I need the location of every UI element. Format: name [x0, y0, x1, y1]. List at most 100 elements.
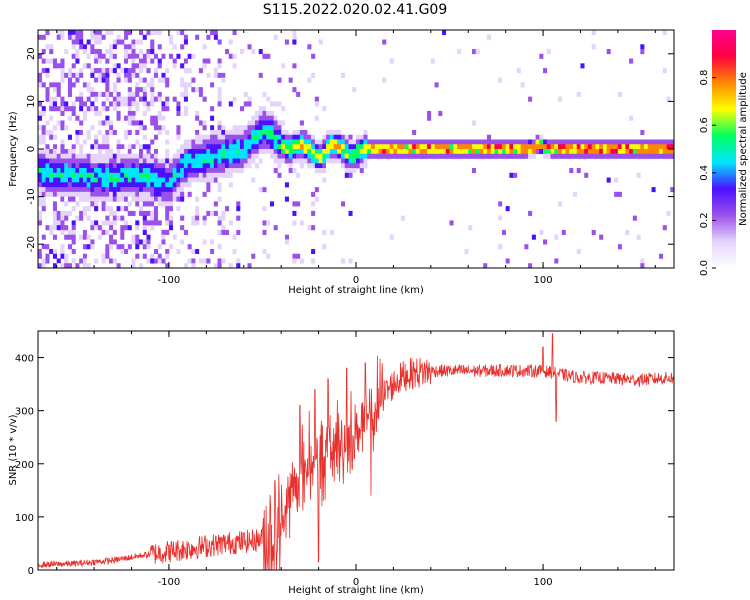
spectrogram-cell	[157, 172, 162, 178]
spectrogram-cell	[247, 134, 252, 140]
spectrogram-cell	[60, 210, 65, 216]
spectrogram-cell	[501, 139, 506, 145]
spectrogram-cell	[666, 153, 671, 159]
spectrogram-cell	[311, 153, 316, 159]
spectrogram-cell	[90, 101, 95, 107]
spectrogram-cell	[284, 158, 289, 164]
spectrogram-cell	[292, 153, 297, 159]
spectrogram-cell	[183, 263, 188, 269]
spectrogram-cell	[202, 191, 207, 197]
spectrogram-cell	[569, 149, 574, 155]
spectrogram-cell	[116, 72, 121, 78]
spectrogram-cell	[94, 168, 99, 174]
spectrogram-cell	[213, 201, 218, 207]
spectrogram-cell	[565, 149, 570, 155]
spectrogram-cell	[258, 187, 263, 193]
spectrogram-cell	[97, 182, 102, 188]
spectrogram-cell	[195, 34, 200, 40]
spectrogram-cell	[127, 115, 132, 121]
spectrogram-cell	[135, 153, 140, 159]
spectrogram-cell	[415, 144, 420, 150]
spectrogram-cell	[172, 182, 177, 188]
spectrogram-cell	[157, 44, 162, 50]
spectrogram-cell	[116, 191, 121, 197]
spectrogram-cell	[625, 153, 630, 159]
spectrogram-cell	[539, 139, 544, 145]
spectrogram-cell	[86, 63, 91, 69]
spectrogram-cell	[591, 229, 596, 235]
spectrogram-cell	[374, 144, 379, 150]
spectrogram-cell	[423, 139, 428, 145]
spectrogram-cell	[120, 177, 125, 183]
spectrogram-cell	[153, 201, 159, 207]
spectrogram-cell	[509, 172, 514, 178]
spectrogram-cell	[531, 144, 536, 150]
spectrogram-cell	[610, 139, 615, 145]
spectrogram-cell	[38, 196, 43, 202]
spectrogram-cell	[640, 49, 645, 55]
spectrogram-cell	[60, 110, 65, 116]
spectrogram-cell	[56, 187, 61, 193]
spectrogram-cell	[191, 153, 196, 159]
spectrogram-cell	[509, 149, 514, 155]
spectrogram-cell	[168, 220, 173, 226]
spectrogram-cell	[157, 77, 162, 83]
spectrogram-cell	[587, 153, 592, 159]
spectrogram-cell	[150, 201, 155, 207]
spectrogram-cell	[157, 258, 162, 264]
spectrogram-cell	[471, 144, 477, 150]
spectrogram-cell	[191, 177, 196, 183]
spectrogram-cell	[82, 44, 87, 50]
spectrogram-cell	[180, 196, 185, 202]
spectrogram-cell	[240, 125, 245, 131]
spectrogram-cell	[124, 158, 129, 164]
spectrogram-cell	[210, 82, 215, 88]
spectrogram-cell	[56, 210, 61, 216]
spectrogram-cell	[225, 158, 230, 164]
spectrogram-cell	[165, 168, 170, 174]
spectrogram-cell	[640, 44, 645, 50]
spectrogram-cell	[101, 34, 106, 40]
spectrogram-cell	[109, 120, 114, 126]
spectrogram-cell	[146, 53, 151, 59]
spectrogram-cell	[124, 49, 129, 55]
spectrogram-cell	[71, 63, 76, 69]
spectrogram-cell	[38, 125, 43, 131]
spectrogram-cell	[221, 149, 226, 155]
spectrogram-cell	[337, 144, 342, 150]
spectrogram-cell	[101, 177, 106, 183]
spectrogram-cell	[75, 115, 80, 121]
spectrogram-cell	[266, 115, 271, 121]
spectrogram-cell	[251, 134, 256, 140]
spectrogram-cell	[666, 210, 671, 216]
spectrogram-cell	[356, 153, 361, 159]
spectrogram-cell	[176, 158, 181, 164]
spectrogram-cell	[52, 87, 57, 93]
spectrogram-cell	[490, 139, 495, 145]
spectrogram-cell	[176, 191, 181, 197]
spectrogram-cell	[139, 163, 144, 169]
spectrogram-cell	[341, 134, 346, 140]
spectrogram-cell	[580, 63, 585, 69]
spectrogram-cell	[232, 96, 237, 102]
spectrogram-cell	[419, 144, 424, 150]
spectrogram-cell	[150, 215, 155, 221]
spectrogram-cell	[352, 149, 357, 155]
spectrogram-cell	[501, 149, 506, 155]
spectrogram-cell	[258, 139, 263, 145]
spectrogram-cell	[120, 196, 125, 202]
spectrogram-cell	[513, 172, 518, 178]
spectrogram-cell	[606, 139, 611, 145]
spectrogram-cell	[165, 149, 170, 155]
spectrogram-cell	[94, 96, 99, 102]
spectrogram-cell	[266, 139, 271, 145]
spectrogram-cell	[187, 139, 192, 145]
spectrogram-cell	[45, 68, 50, 74]
spectrogram-cell	[262, 248, 267, 255]
spectrogram-cell	[651, 187, 656, 193]
spectrogram-cell	[195, 220, 200, 226]
spectrogram-cell	[247, 120, 252, 126]
spectrogram-cell	[49, 225, 54, 231]
spectrogram-cell	[210, 163, 215, 169]
spectrogram-cell	[172, 168, 177, 174]
